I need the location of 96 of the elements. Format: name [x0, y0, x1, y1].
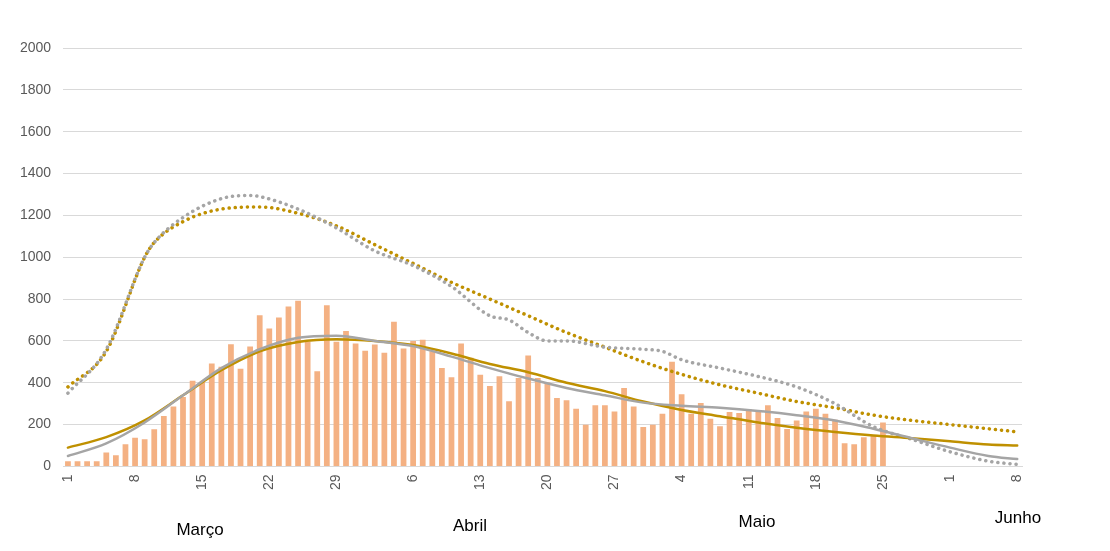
- x-tick-label: 20: [538, 474, 555, 491]
- bar: [160, 416, 167, 466]
- text: Abril: [452, 516, 488, 536]
- bar: [534, 377, 541, 466]
- bar: [74, 461, 81, 466]
- bar: [256, 315, 263, 466]
- bar: [323, 305, 330, 466]
- bar: [582, 424, 589, 466]
- bar: [736, 413, 743, 466]
- bar: [295, 300, 301, 466]
- bar: [247, 346, 253, 466]
- bar: [544, 382, 551, 466]
- y-tick-label: 2000: [19, 38, 52, 55]
- bar: [371, 344, 378, 466]
- bar: [621, 387, 627, 466]
- bar: [755, 410, 762, 466]
- bar: [525, 355, 532, 466]
- bar: [103, 452, 110, 466]
- y-tick-label: 0: [43, 457, 52, 474]
- line-series: [66, 193, 1019, 467]
- bar: [93, 461, 100, 466]
- bar: [314, 371, 321, 466]
- bar: [84, 461, 90, 466]
- y-tick-label: 1400: [19, 164, 52, 181]
- bar: [592, 405, 599, 466]
- bar: [832, 419, 838, 466]
- bar: [640, 427, 647, 466]
- bar: [180, 396, 186, 466]
- bar: [697, 403, 704, 466]
- x-tick-label: 8: [125, 474, 142, 483]
- bar: [707, 418, 714, 466]
- bar: [554, 398, 560, 466]
- bar: [343, 331, 349, 466]
- x-tick-label: 13: [471, 474, 488, 491]
- bar: [860, 437, 867, 466]
- bar: [477, 374, 484, 466]
- text: Junho: [994, 508, 1042, 528]
- bar: [803, 411, 810, 466]
- bar: [669, 361, 675, 466]
- y-tick-label: 1600: [19, 122, 52, 139]
- bar: [745, 409, 752, 466]
- bar: [486, 385, 493, 466]
- bar: [429, 351, 436, 466]
- bar: [458, 343, 464, 466]
- x-tick-label: 15: [193, 474, 210, 491]
- text: Março: [176, 520, 224, 540]
- bar: [391, 321, 397, 466]
- bar: [630, 406, 637, 466]
- x-tick-label: 8: [1008, 474, 1025, 483]
- bar: [419, 339, 426, 466]
- bar: [218, 366, 225, 466]
- x-tick-label: 6: [403, 474, 420, 483]
- x-tick-label: 22: [260, 474, 277, 491]
- x-tick-label: 1: [940, 474, 957, 483]
- bar: [151, 429, 158, 466]
- y-tick-label: 1200: [19, 206, 52, 223]
- bar: [381, 352, 388, 466]
- bar: [141, 439, 148, 466]
- bar: [688, 413, 695, 466]
- text: Maio: [738, 512, 776, 532]
- bar: [132, 437, 138, 466]
- bar: [765, 405, 771, 466]
- bar: [304, 341, 311, 466]
- bar: [851, 444, 858, 466]
- y-tick-label: 200: [27, 415, 52, 432]
- bar: [439, 367, 445, 466]
- bar: [793, 420, 800, 466]
- y-tick-label: 1800: [19, 80, 52, 97]
- y-tick-label: 800: [27, 289, 52, 306]
- bar: [812, 408, 819, 466]
- bar: [717, 426, 723, 466]
- bar: [276, 317, 282, 466]
- bar: [784, 428, 790, 466]
- bar: [228, 344, 234, 466]
- bar: [573, 408, 580, 466]
- y-tick-label: 600: [27, 331, 52, 348]
- bar: [208, 363, 215, 466]
- bar: [199, 381, 206, 466]
- x-tick-label: 11: [739, 474, 756, 489]
- bar: [266, 328, 273, 466]
- bar: [65, 461, 71, 466]
- y-tick-label: 1000: [19, 248, 52, 265]
- y-tick-label: 400: [27, 373, 52, 390]
- bar: [362, 350, 369, 466]
- x-tick-label: 18: [806, 474, 823, 491]
- x-tick-label: 29: [327, 474, 344, 491]
- bar: [649, 424, 656, 466]
- x-tick-label: 25: [873, 474, 890, 491]
- bar: [506, 401, 512, 466]
- bar: [602, 405, 608, 466]
- x-tick-label: 4: [672, 474, 689, 483]
- bar: [410, 341, 416, 466]
- bar: [113, 455, 119, 466]
- x-tick-label: 1: [58, 474, 75, 483]
- x-tick-label: 27: [605, 474, 622, 491]
- bar: [467, 357, 474, 466]
